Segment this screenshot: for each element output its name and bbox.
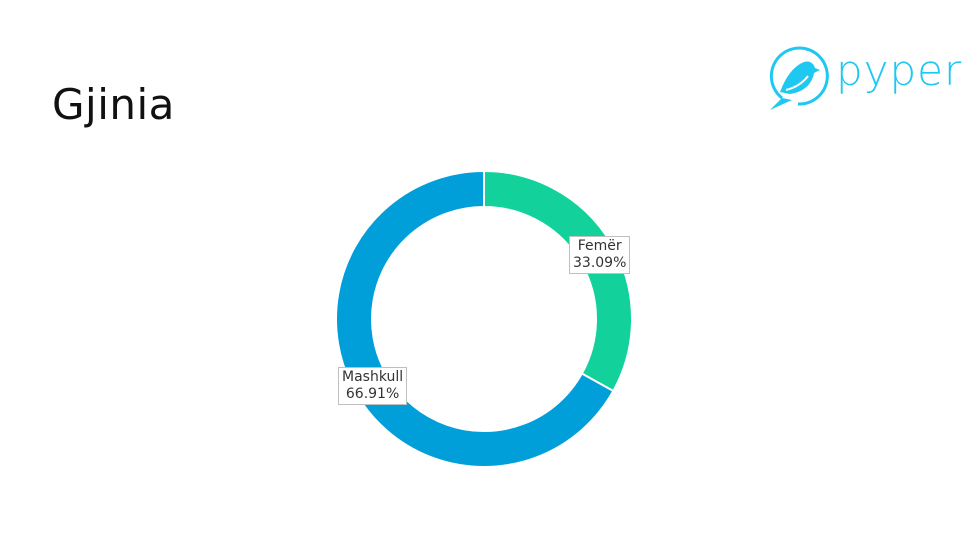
page-title: Gjinia: [52, 80, 175, 129]
label-femer: Femër 33.09%: [569, 236, 631, 274]
donut-slice-1: [483, 169, 633, 393]
bird-in-circle-icon: [769, 46, 829, 110]
category-label: Femër: [577, 238, 622, 254]
value-label: 66.91%: [345, 386, 400, 402]
category-label: Mashkull: [342, 369, 404, 385]
label-mashkull: Mashkull 66.91%: [338, 367, 408, 405]
value-label: 33.09%: [573, 255, 627, 271]
donut-slice-2: [335, 169, 615, 468]
logo-text: pyper: [836, 46, 963, 95]
